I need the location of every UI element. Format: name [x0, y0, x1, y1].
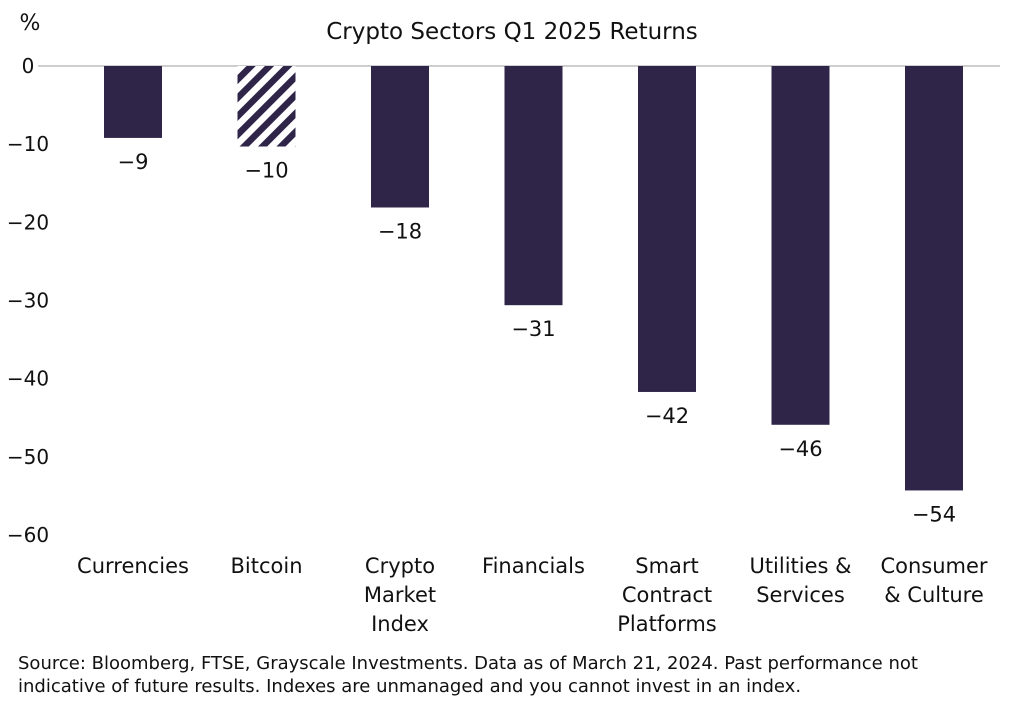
- data-label: −31: [511, 317, 555, 341]
- x-tick-label-line: Market: [364, 583, 436, 607]
- data-labels-group: −9 −10 −18 −31 −42 −46 −54: [118, 150, 957, 527]
- x-tick-label: Smart Contract Platforms: [617, 554, 717, 636]
- y-tick-label: −10: [7, 132, 49, 156]
- x-tick-label: Currencies: [77, 554, 189, 578]
- x-tick-label: Financials: [482, 554, 585, 578]
- x-tick-label: Utilities & Services: [749, 554, 851, 607]
- x-tick-label-line: & Culture: [884, 583, 984, 607]
- data-label: −10: [244, 159, 288, 183]
- y-tick-label: −20: [7, 210, 49, 234]
- y-axis-unit-label: %: [20, 11, 41, 36]
- x-tick-label: Bitcoin: [230, 554, 302, 578]
- x-tick-label-line: Currencies: [77, 554, 189, 578]
- chart-title: Crypto Sectors Q1 2025 Returns: [326, 19, 698, 45]
- source-note: Source: Bloomberg, FTSE, Grayscale Inves…: [18, 653, 918, 697]
- x-tick-label-line: Bitcoin: [230, 554, 302, 578]
- y-tick-label: −60: [7, 523, 49, 547]
- data-label: −9: [118, 150, 149, 174]
- bars-group: [104, 66, 963, 491]
- data-label: −18: [378, 219, 422, 243]
- x-tick-label: Consumer & Culture: [880, 554, 987, 607]
- x-axis-labels: Currencies Bitcoin Crypto Market Index Financ…: [77, 554, 988, 636]
- x-tick-label-line: Contract: [622, 583, 712, 607]
- x-tick-label-line: Smart: [635, 554, 699, 578]
- x-tick-label-line: Utilities &: [749, 554, 851, 578]
- bar: [905, 66, 963, 491]
- y-tick-label: −40: [7, 367, 49, 391]
- y-tick-label: 0: [22, 54, 35, 78]
- y-tick-label: −30: [7, 289, 49, 313]
- y-axis-ticks: 0 −10 −20 −30 −40 −50 −60: [7, 54, 49, 547]
- data-label: −42: [645, 404, 689, 428]
- x-tick-label-line: Financials: [482, 554, 585, 578]
- x-tick-label-line: Index: [371, 612, 429, 636]
- bar: [504, 66, 563, 306]
- y-tick-label: −50: [7, 445, 49, 469]
- data-label: −46: [778, 437, 822, 461]
- bar: [237, 66, 296, 147]
- bar: [104, 66, 162, 138]
- x-tick-label: Crypto Market Index: [364, 554, 436, 636]
- bar: [771, 66, 830, 425]
- bar: [638, 66, 696, 392]
- bar: [371, 66, 429, 208]
- x-tick-label-line: Platforms: [617, 612, 717, 636]
- bar-chart: Crypto Sectors Q1 2025 Returns % 0 −10 −20…: [7, 11, 1000, 636]
- x-tick-label-line: Services: [756, 583, 845, 607]
- x-tick-label-line: Crypto: [365, 554, 435, 578]
- x-tick-label-line: Consumer: [880, 554, 987, 578]
- data-label: −54: [912, 502, 956, 526]
